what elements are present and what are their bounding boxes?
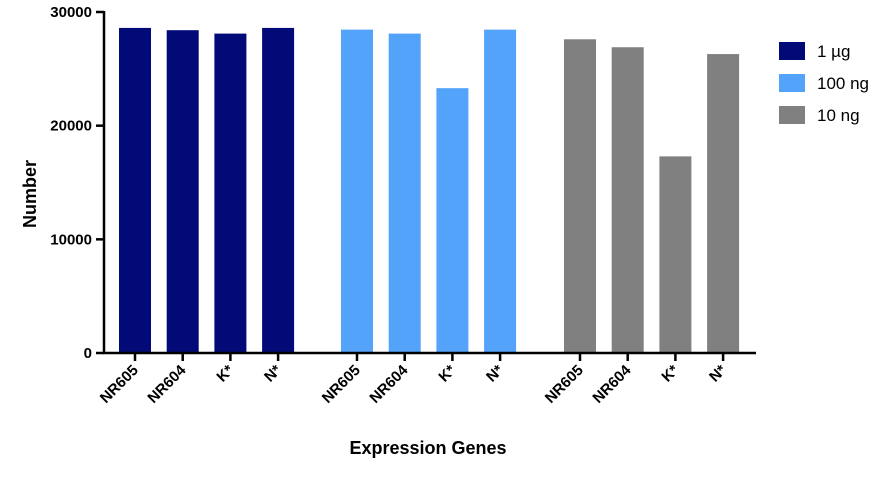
- x-tick-label: NR605: [542, 362, 587, 407]
- bar: [707, 54, 740, 353]
- x-tick-label: NR604: [144, 361, 190, 407]
- y-axis-title: Number: [20, 160, 40, 228]
- x-tick-label: N*: [706, 362, 730, 386]
- y-tick-label: 0: [84, 345, 92, 362]
- x-tick-label: K*: [435, 362, 459, 386]
- x-tick-label: K*: [213, 362, 237, 386]
- x-tick-label: N*: [261, 362, 285, 386]
- legend-swatch: [779, 106, 805, 124]
- bar: [659, 156, 692, 353]
- legend-label: 10 ng: [817, 106, 860, 125]
- bar: [166, 30, 199, 353]
- bar: [564, 39, 596, 353]
- x-tick-label: NR605: [319, 362, 364, 407]
- bar: [119, 27, 151, 354]
- axes-layer: [102, 11, 756, 355]
- bar: [484, 29, 517, 353]
- x-ticks: NR605 NR604 K* N* NR605 NR604 K* N* NR605 NR604 K*…: [97, 353, 730, 407]
- bar: [436, 88, 469, 353]
- bar: [341, 29, 373, 353]
- y-tick-label: 30000: [50, 4, 92, 21]
- legend-swatch: [779, 42, 805, 60]
- bar: [388, 33, 421, 353]
- x-tick-label: K*: [658, 362, 682, 386]
- x-tick-label: NR604: [366, 361, 412, 407]
- bar: [611, 47, 644, 354]
- x-tick-label: N*: [483, 362, 507, 386]
- legend-swatch: [779, 74, 805, 92]
- y-tick-label: 10000: [50, 231, 92, 248]
- bar: [262, 27, 295, 354]
- legend: 1 µg 100 ng 10 ng: [779, 42, 869, 125]
- x-axis-title: Expression Genes: [349, 438, 506, 458]
- bars-layer: [119, 27, 740, 354]
- legend-label: 100 ng: [817, 74, 869, 93]
- x-tick-label: NR604: [589, 361, 635, 407]
- bar: [214, 33, 247, 353]
- y-tick-label: 20000: [50, 118, 92, 135]
- y-ticks: 0 10000 20000 30000: [50, 4, 104, 362]
- x-tick-label: NR605: [97, 362, 142, 407]
- legend-label: 1 µg: [817, 42, 850, 61]
